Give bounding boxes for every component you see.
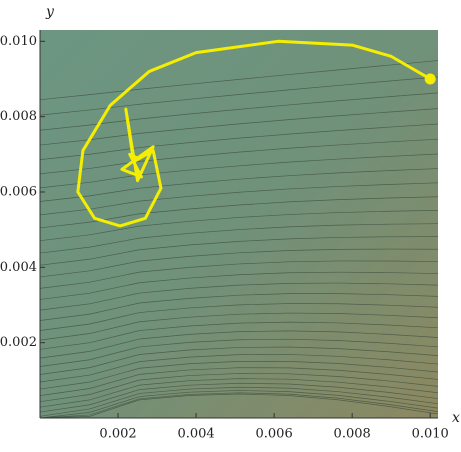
contour-line bbox=[39, 60, 439, 101]
contour-line bbox=[39, 210, 439, 242]
contour-line bbox=[39, 330, 439, 359]
y-tick-label: 0.006 bbox=[0, 184, 37, 199]
y-tick-label: 0.010 bbox=[0, 34, 37, 49]
contour-line bbox=[39, 382, 439, 413]
contour-line bbox=[39, 373, 439, 403]
x-tick-label: 0.006 bbox=[256, 427, 293, 442]
y-tick-label: 0.008 bbox=[0, 109, 37, 124]
contour-line bbox=[39, 312, 439, 341]
contour-line bbox=[39, 346, 439, 375]
contour-line bbox=[39, 248, 439, 278]
start-point bbox=[424, 73, 436, 85]
contour-line bbox=[39, 153, 439, 189]
x-tick-label: 0.004 bbox=[177, 427, 214, 442]
contour-line bbox=[39, 321, 439, 350]
contour-line bbox=[39, 392, 439, 419]
contour-line bbox=[39, 196, 439, 229]
contour-line bbox=[39, 390, 439, 419]
trajectory bbox=[76, 39, 431, 228]
x-axis-label: x bbox=[452, 410, 460, 426]
contour-line bbox=[39, 386, 439, 417]
y-axis-label: y bbox=[45, 4, 55, 20]
x-tick-label: 0.008 bbox=[334, 427, 371, 442]
x-tick-label: 0.010 bbox=[412, 427, 449, 442]
contour-line bbox=[39, 378, 439, 408]
contour-line bbox=[39, 223, 439, 254]
contour-line bbox=[39, 338, 439, 367]
contour-line bbox=[39, 354, 439, 383]
contour-line bbox=[39, 271, 439, 300]
contour-line bbox=[39, 138, 439, 175]
contour-line bbox=[39, 236, 439, 266]
contour-line bbox=[39, 293, 439, 321]
contour-line bbox=[39, 393, 439, 419]
contour-line bbox=[39, 182, 439, 216]
contour-line bbox=[39, 361, 439, 390]
y-tick-label: 0.004 bbox=[0, 260, 37, 275]
contour-line bbox=[39, 76, 439, 116]
contour-line bbox=[39, 260, 439, 289]
x-tick-label: 0.002 bbox=[99, 427, 136, 442]
contour-line bbox=[39, 92, 439, 131]
contour-line bbox=[39, 168, 439, 202]
y-tick-label: 0.002 bbox=[0, 335, 37, 350]
plot-background bbox=[40, 30, 438, 418]
contour-line bbox=[39, 282, 439, 311]
contour-line bbox=[39, 303, 439, 331]
contour-line bbox=[39, 367, 439, 396]
contour-line bbox=[39, 108, 439, 146]
contours bbox=[39, 60, 439, 419]
contour-line bbox=[39, 123, 439, 160]
